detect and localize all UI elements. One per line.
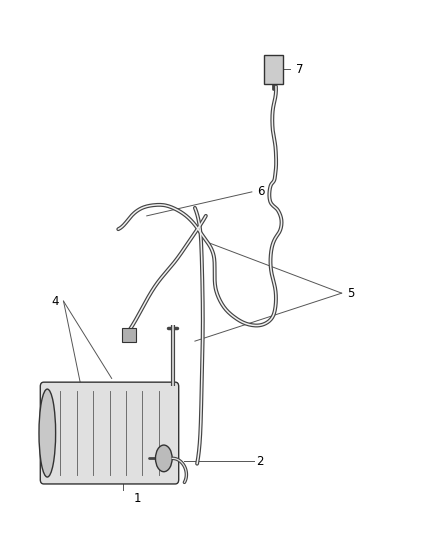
Text: 6: 6	[257, 185, 265, 198]
FancyBboxPatch shape	[122, 328, 136, 342]
Text: 1: 1	[134, 492, 141, 505]
Text: 4: 4	[52, 295, 59, 308]
Text: 5: 5	[347, 287, 354, 300]
FancyBboxPatch shape	[40, 382, 179, 484]
FancyBboxPatch shape	[264, 55, 283, 84]
Ellipse shape	[39, 389, 56, 477]
Text: 3: 3	[158, 406, 165, 418]
Ellipse shape	[155, 445, 172, 472]
Text: 2: 2	[256, 455, 264, 467]
Text: 7: 7	[296, 63, 303, 76]
